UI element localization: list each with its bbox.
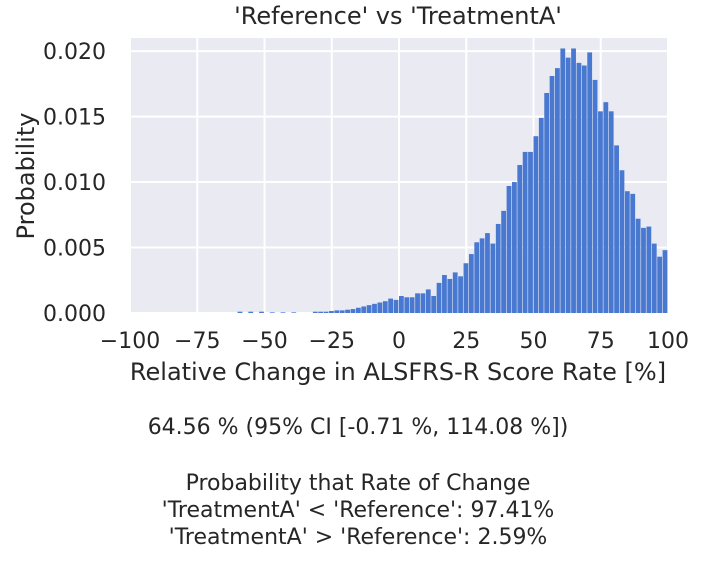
histogram-bar bbox=[399, 295, 404, 313]
histogram-bar bbox=[339, 310, 345, 313]
histogram-bar bbox=[651, 243, 657, 313]
histogram-bar bbox=[479, 238, 485, 313]
histogram-bar bbox=[415, 293, 420, 313]
histogram-bar bbox=[436, 282, 442, 313]
histogram-bar bbox=[350, 309, 356, 313]
histogram-bar bbox=[291, 312, 297, 313]
y-axis-label: Probability bbox=[12, 113, 40, 240]
histogram-bar bbox=[269, 312, 275, 313]
histogram-bar bbox=[425, 289, 431, 313]
histogram-bar bbox=[608, 111, 614, 313]
histogram-bar bbox=[248, 311, 254, 313]
histogram-bar bbox=[538, 117, 544, 313]
histogram-bar bbox=[533, 136, 539, 313]
histogram-bar bbox=[372, 303, 377, 313]
histogram-bar bbox=[662, 250, 668, 313]
chart-title: 'Reference' vs 'TreatmentA' bbox=[234, 2, 562, 30]
histogram-bar bbox=[409, 297, 415, 313]
histogram-bar bbox=[458, 276, 463, 313]
probability-less-text: 'TreatmentA' < 'Reference': 97.41% bbox=[161, 498, 555, 523]
y-tick-label: 0.000 bbox=[43, 302, 106, 327]
histogram-bar bbox=[366, 305, 372, 313]
histogram-bar bbox=[382, 301, 388, 313]
histogram-bar bbox=[474, 242, 480, 313]
histogram-bar bbox=[603, 102, 609, 314]
x-tick-label: −100 bbox=[100, 329, 160, 354]
histogram-bar bbox=[431, 295, 437, 313]
histogram-bar bbox=[388, 298, 394, 313]
y-tick-labels: 0.000 0.005 0.010 0.015 0.020 bbox=[43, 40, 106, 327]
histogram-bar bbox=[560, 48, 566, 313]
histogram-bar bbox=[544, 93, 550, 313]
histogram-bar bbox=[501, 210, 506, 313]
histogram-bars bbox=[237, 48, 668, 314]
histogram-bar bbox=[528, 151, 533, 313]
histogram-bar bbox=[393, 299, 399, 313]
histogram-bar bbox=[259, 311, 264, 313]
histogram-bar bbox=[490, 243, 496, 313]
histogram-bar bbox=[522, 151, 528, 313]
histogram-bar bbox=[312, 311, 318, 313]
histogram-bar bbox=[447, 278, 453, 313]
histogram-bar bbox=[592, 79, 598, 314]
histogram-bar bbox=[361, 306, 367, 313]
x-tick-label: 100 bbox=[647, 329, 689, 354]
probability-header: Probability that Rate of Change bbox=[185, 471, 531, 496]
histogram-bar bbox=[614, 145, 619, 313]
histogram-bar bbox=[345, 309, 350, 313]
histogram-bar bbox=[468, 254, 474, 313]
x-tick-label: 75 bbox=[587, 329, 615, 354]
histogram-bar bbox=[511, 182, 517, 313]
histogram-bar bbox=[404, 297, 410, 313]
x-tick-label: −75 bbox=[174, 329, 220, 354]
histogram-bar bbox=[598, 111, 603, 313]
histogram-bar bbox=[280, 312, 286, 313]
histogram-bar bbox=[377, 302, 383, 313]
histogram-bar bbox=[619, 170, 625, 313]
histogram-bar bbox=[237, 311, 243, 313]
x-tick-label: 50 bbox=[520, 329, 548, 354]
histogram-bar bbox=[624, 191, 630, 313]
x-tick-label: −25 bbox=[309, 329, 355, 354]
histogram-bar bbox=[517, 165, 523, 313]
histogram-bar bbox=[334, 310, 340, 313]
histogram-bar bbox=[442, 275, 447, 313]
y-tick-label: 0.020 bbox=[43, 40, 106, 65]
histogram-bar bbox=[549, 75, 555, 313]
y-tick-label: 0.015 bbox=[43, 106, 106, 131]
y-tick-label: 0.010 bbox=[43, 171, 106, 196]
x-tick-label: 0 bbox=[392, 329, 406, 354]
histogram-bar bbox=[641, 227, 646, 313]
histogram-bar bbox=[420, 293, 426, 313]
median-ci-text: 64.56 % (95% CI [-0.71 %, 114.08 %]) bbox=[147, 415, 569, 440]
histogram-bar bbox=[355, 307, 361, 313]
x-axis-label: Relative Change in ALSFRS-R Score Rate [… bbox=[130, 358, 666, 386]
histogram-bar bbox=[329, 311, 334, 313]
histogram-bar bbox=[571, 48, 576, 313]
histogram-bar bbox=[630, 193, 636, 313]
histogram-bar bbox=[565, 57, 571, 314]
y-tick-label: 0.005 bbox=[43, 237, 106, 262]
histogram-bar bbox=[657, 256, 663, 313]
histogram-chart: 'Reference' vs 'TreatmentA' −100 −75 −50 −2… bbox=[12, 2, 689, 386]
histogram-bar bbox=[646, 226, 652, 313]
histogram-bar bbox=[463, 263, 469, 313]
x-tick-label: −50 bbox=[241, 329, 287, 354]
histogram-bar bbox=[576, 62, 582, 313]
histogram-bar bbox=[485, 233, 490, 313]
histogram-bar bbox=[318, 311, 324, 313]
histogram-bar bbox=[555, 68, 560, 313]
histogram-bar bbox=[587, 52, 593, 314]
histogram-bar bbox=[323, 311, 329, 313]
histogram-bar bbox=[635, 218, 641, 313]
probability-greater-text: 'TreatmentA' > 'Reference': 2.59% bbox=[168, 525, 548, 550]
x-tick-label: 25 bbox=[452, 329, 480, 354]
histogram-bar bbox=[452, 272, 458, 313]
x-tick-labels: −100 −75 −50 −25 0 25 50 75 100 bbox=[100, 329, 689, 354]
histogram-bar bbox=[581, 65, 587, 313]
histogram-bar bbox=[495, 223, 501, 313]
histogram-bar bbox=[506, 185, 512, 313]
